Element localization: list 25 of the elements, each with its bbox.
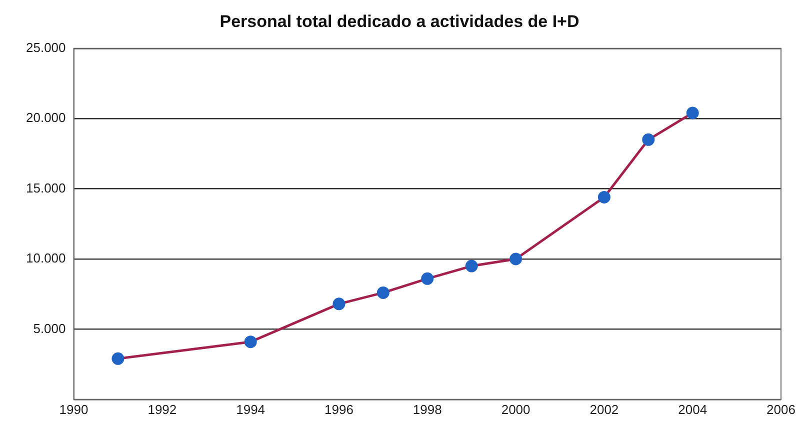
point [465,260,478,272]
chart-title: Personal total dedicado a actividades de I+D [220,12,580,31]
x-tick-label: 2004 [678,402,708,417]
x-tick-label: 1998 [412,402,442,417]
y-tick-label: 25.000 [26,40,66,55]
y-tick-label: 10.000 [26,250,66,266]
point [376,286,390,299]
x-tick-label: 1994 [236,402,266,417]
x-tick-label: 2006 [766,402,796,417]
y-tick-label: 15.000 [26,180,66,196]
point [642,133,655,146]
x-tick-label: 1996 [324,402,354,417]
point [686,106,699,120]
point [421,272,434,285]
x-tick-label: 1992 [148,402,177,417]
point [112,352,124,365]
y-tick-label: 5.000 [33,320,66,336]
y-tick-label: 20.000 [26,110,66,126]
point [244,336,257,348]
point [510,252,522,266]
x-tick-label: 1990 [59,402,88,417]
point [598,190,610,204]
point [332,298,346,310]
x-tick-label: 2000 [501,402,530,417]
x-tick-label: 2002 [590,402,619,417]
